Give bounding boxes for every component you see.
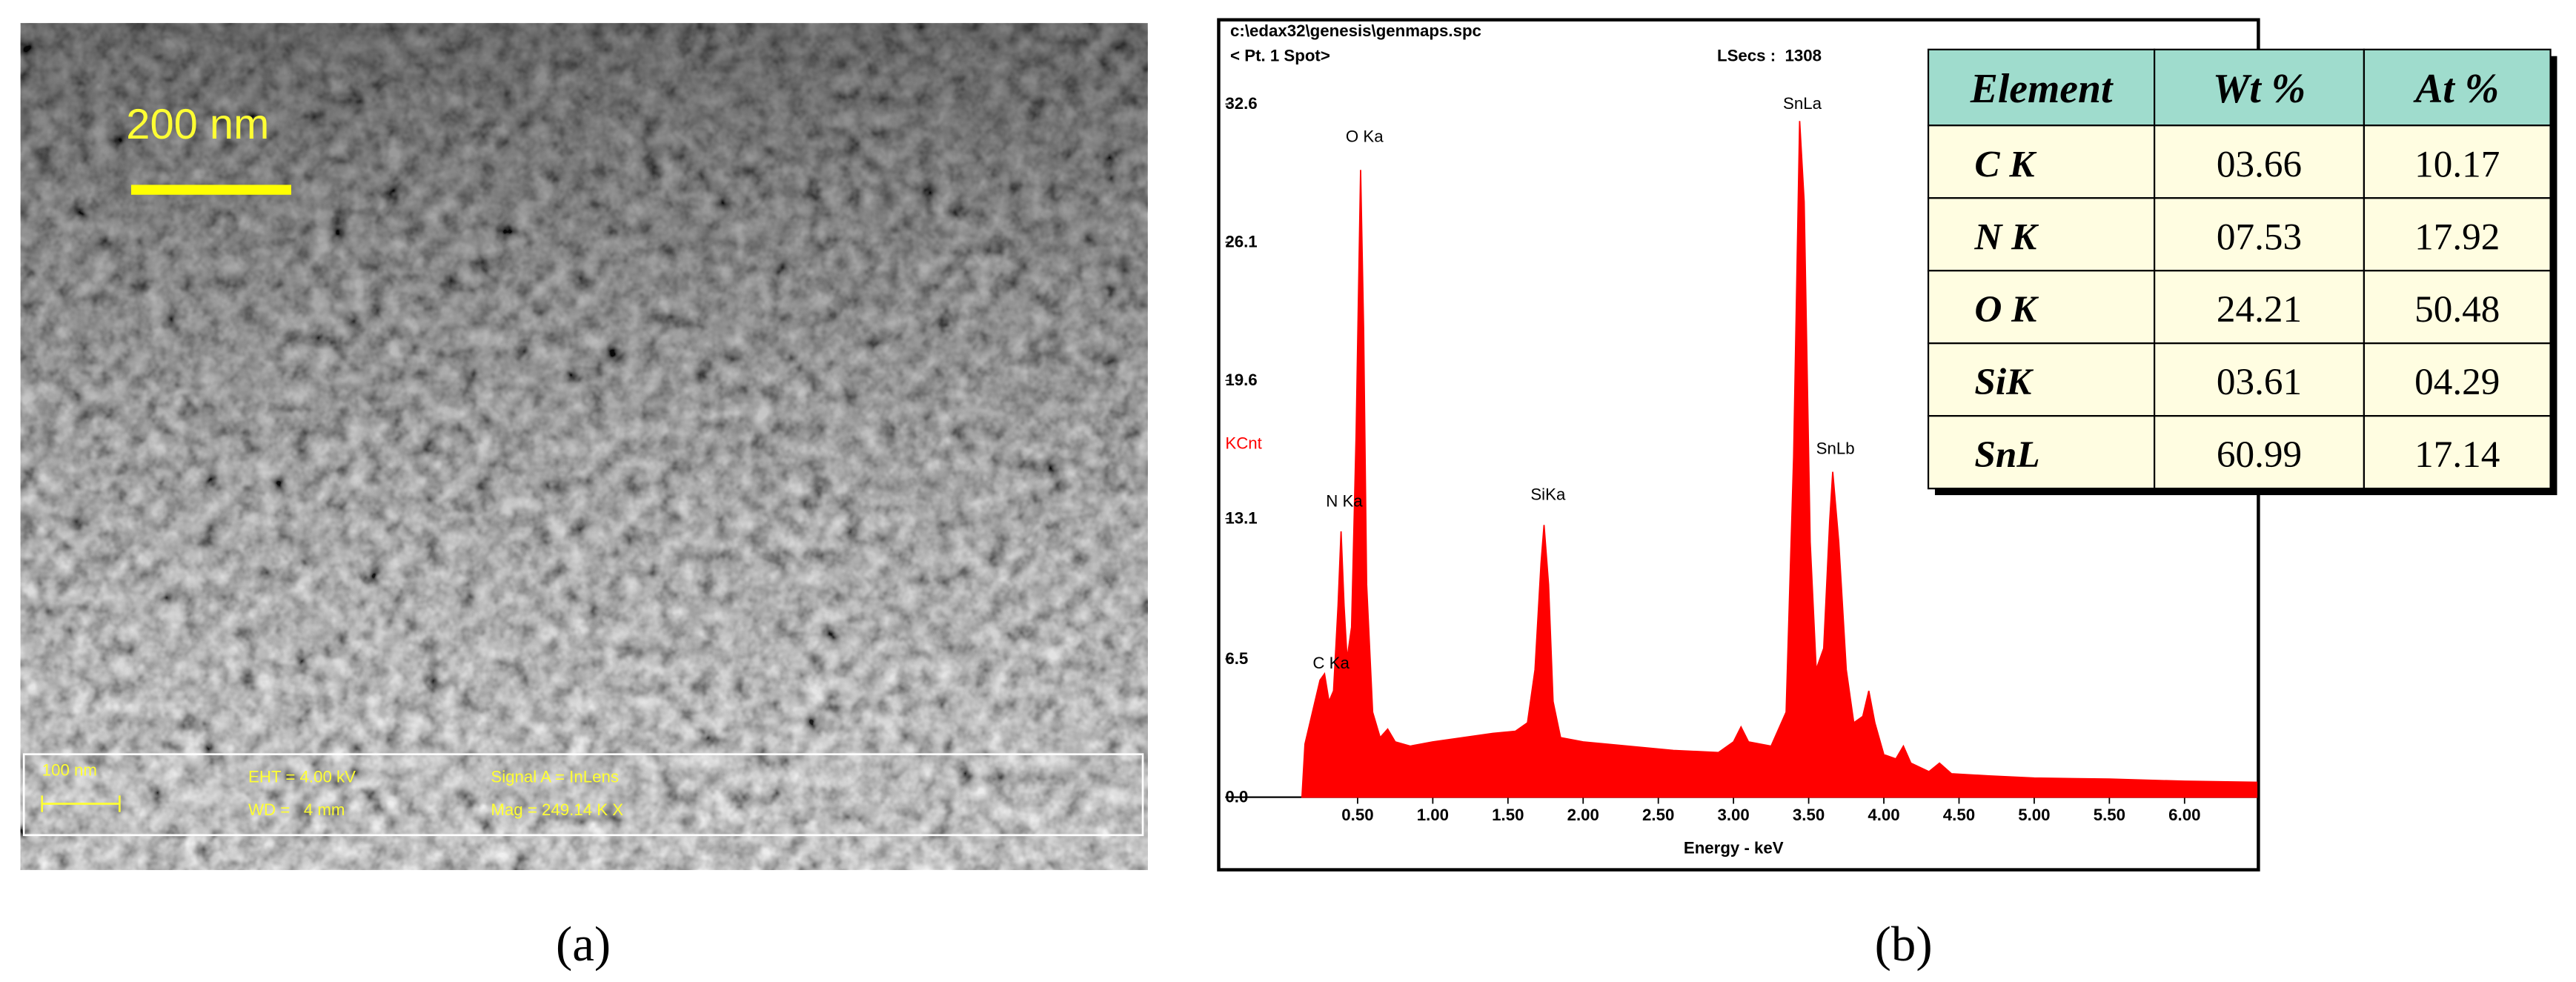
x-tick-label: 1.00 [1417, 806, 1449, 824]
element-name: N K [1974, 216, 2039, 258]
table-cell [2363, 125, 2552, 199]
spectrum-area [1301, 121, 2258, 798]
x-tick-label: 5.00 [2018, 806, 2050, 824]
info-scale: 100 nm [42, 761, 97, 780]
y-tick-label: 26.1 [1225, 232, 1257, 251]
table-cell [1927, 125, 2156, 199]
y-tick-label: 32.6 [1225, 94, 1257, 113]
info-eht: EHT = 4.00 kV [248, 768, 356, 786]
y-tick-label: 6.5 [1225, 649, 1248, 668]
header-text: Wt % [2213, 66, 2306, 112]
header-text: At % [2413, 66, 2499, 112]
peak-label: O Ka [1346, 127, 1384, 146]
info-signal: Signal A = InLens [491, 768, 619, 786]
caption-a: (a) [556, 917, 611, 972]
peak-label: SnLa [1783, 94, 1822, 113]
x-tick-label: 6.00 [2168, 806, 2200, 824]
table-cell [2363, 415, 2552, 490]
spot-label: < Pt. 1 Spot> [1230, 46, 1330, 64]
table-cell [2363, 270, 2552, 345]
info-bar [22, 753, 1144, 837]
y-tick-label: 13.1 [1225, 508, 1257, 527]
table-cell [2154, 197, 2366, 272]
sem-panel: 200 nm 100 nm EHT = 4.00 kV WD = 4 mm Si… [20, 23, 1148, 870]
scale-bar-label: 200 nm [126, 101, 269, 148]
x-tick-label: 3.50 [1793, 806, 1825, 824]
header-cell [2154, 48, 2366, 127]
lsecs-label: LSecs : 1308 [1717, 46, 1822, 64]
value-text: 50.48 [2414, 288, 2500, 331]
element-name: O K [1974, 288, 2039, 331]
value-text: 17.92 [2414, 216, 2500, 258]
file-path: c:\edax32\genesis\genmaps.spc [1230, 21, 1481, 40]
table-cell [2363, 342, 2552, 417]
x-tick-label: 2.00 [1567, 806, 1599, 824]
x-axis-label: Energy - keV [1684, 838, 1784, 857]
x-tick-label: 5.50 [2094, 806, 2125, 824]
x-tick-label: 1.50 [1492, 806, 1524, 824]
peak-label: C Ka [1312, 654, 1350, 672]
table-cell [2154, 270, 2366, 345]
table-cell [1927, 415, 2156, 490]
peak-label: N Ka [1326, 492, 1363, 511]
value-text: 04.29 [2414, 361, 2500, 403]
sem-shading [20, 23, 1148, 870]
element-name: SiK [1974, 361, 2034, 403]
caption-b: (b) [1875, 917, 1933, 972]
info-mag: Mag = 249.14 K X [491, 800, 623, 819]
value-text: 60.99 [2217, 434, 2302, 476]
info-wd: WD = 4 mm [248, 800, 345, 819]
scale-bar [130, 185, 291, 195]
x-tick-label: 2.50 [1642, 806, 1674, 824]
element-name: SnL [1974, 434, 2039, 476]
table-cell [2363, 197, 2552, 272]
table-cell [1927, 197, 2156, 272]
peak-label: SnLb [1816, 439, 1855, 457]
peak-label: SiKa [1530, 485, 1566, 504]
table-cell [1927, 270, 2156, 345]
value-text: 03.66 [2217, 143, 2302, 185]
x-tick-label: 0.50 [1341, 806, 1373, 824]
x-tick-label: 4.00 [1868, 806, 1899, 824]
element-name: C K [1974, 143, 2036, 185]
value-text: 07.53 [2217, 216, 2302, 258]
header-text: Element [1970, 66, 2114, 112]
info-scale-bar [41, 795, 121, 812]
composition-table: Element Wt % At % C K 03.66 10.17 N K 07.53 17.9… [1927, 48, 2557, 496]
x-tick-label: 3.00 [1717, 806, 1749, 824]
table-cell [2154, 415, 2366, 490]
y-axis-label: KCnt [1225, 434, 1262, 453]
x-tick-label: 4.50 [1943, 806, 1975, 824]
value-text: 17.14 [2414, 434, 2500, 476]
table-cell [1927, 342, 2156, 417]
y-tick-label: 19.6 [1225, 371, 1257, 389]
value-text: 03.61 [2217, 361, 2302, 403]
value-text: 10.17 [2414, 143, 2500, 185]
value-text: 24.21 [2217, 288, 2302, 331]
